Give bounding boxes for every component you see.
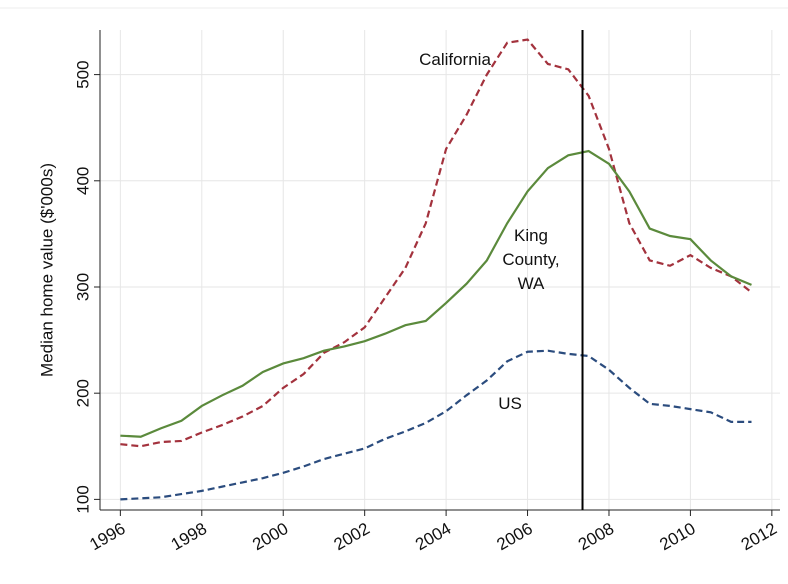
x-tick-label: 2004 bbox=[412, 519, 454, 554]
series-label: California bbox=[419, 50, 491, 69]
x-tick-label: 1998 bbox=[168, 519, 210, 554]
x-tick-label: 2002 bbox=[331, 519, 373, 554]
y-axis-title: Median home value ($'000s) bbox=[37, 163, 56, 377]
x-tick-label: 2000 bbox=[249, 519, 291, 554]
y-tick-label: 300 bbox=[73, 273, 92, 301]
series-line bbox=[120, 149, 752, 438]
series-label: US bbox=[498, 394, 522, 413]
y-tick-label: 500 bbox=[73, 60, 92, 88]
x-tick-label: 2012 bbox=[738, 519, 780, 554]
y-tick-label: 100 bbox=[73, 485, 92, 513]
series-line bbox=[120, 349, 752, 501]
x-tick-label: 2006 bbox=[494, 519, 536, 554]
x-tick-label: 2008 bbox=[575, 519, 617, 554]
x-tick-label: 2010 bbox=[656, 519, 698, 554]
y-tick-label: 400 bbox=[73, 167, 92, 195]
x-tick-label: 1996 bbox=[86, 519, 128, 554]
series-line bbox=[120, 38, 753, 448]
series-label: King County, WA bbox=[502, 226, 560, 293]
y-tick-label: 200 bbox=[73, 379, 92, 407]
